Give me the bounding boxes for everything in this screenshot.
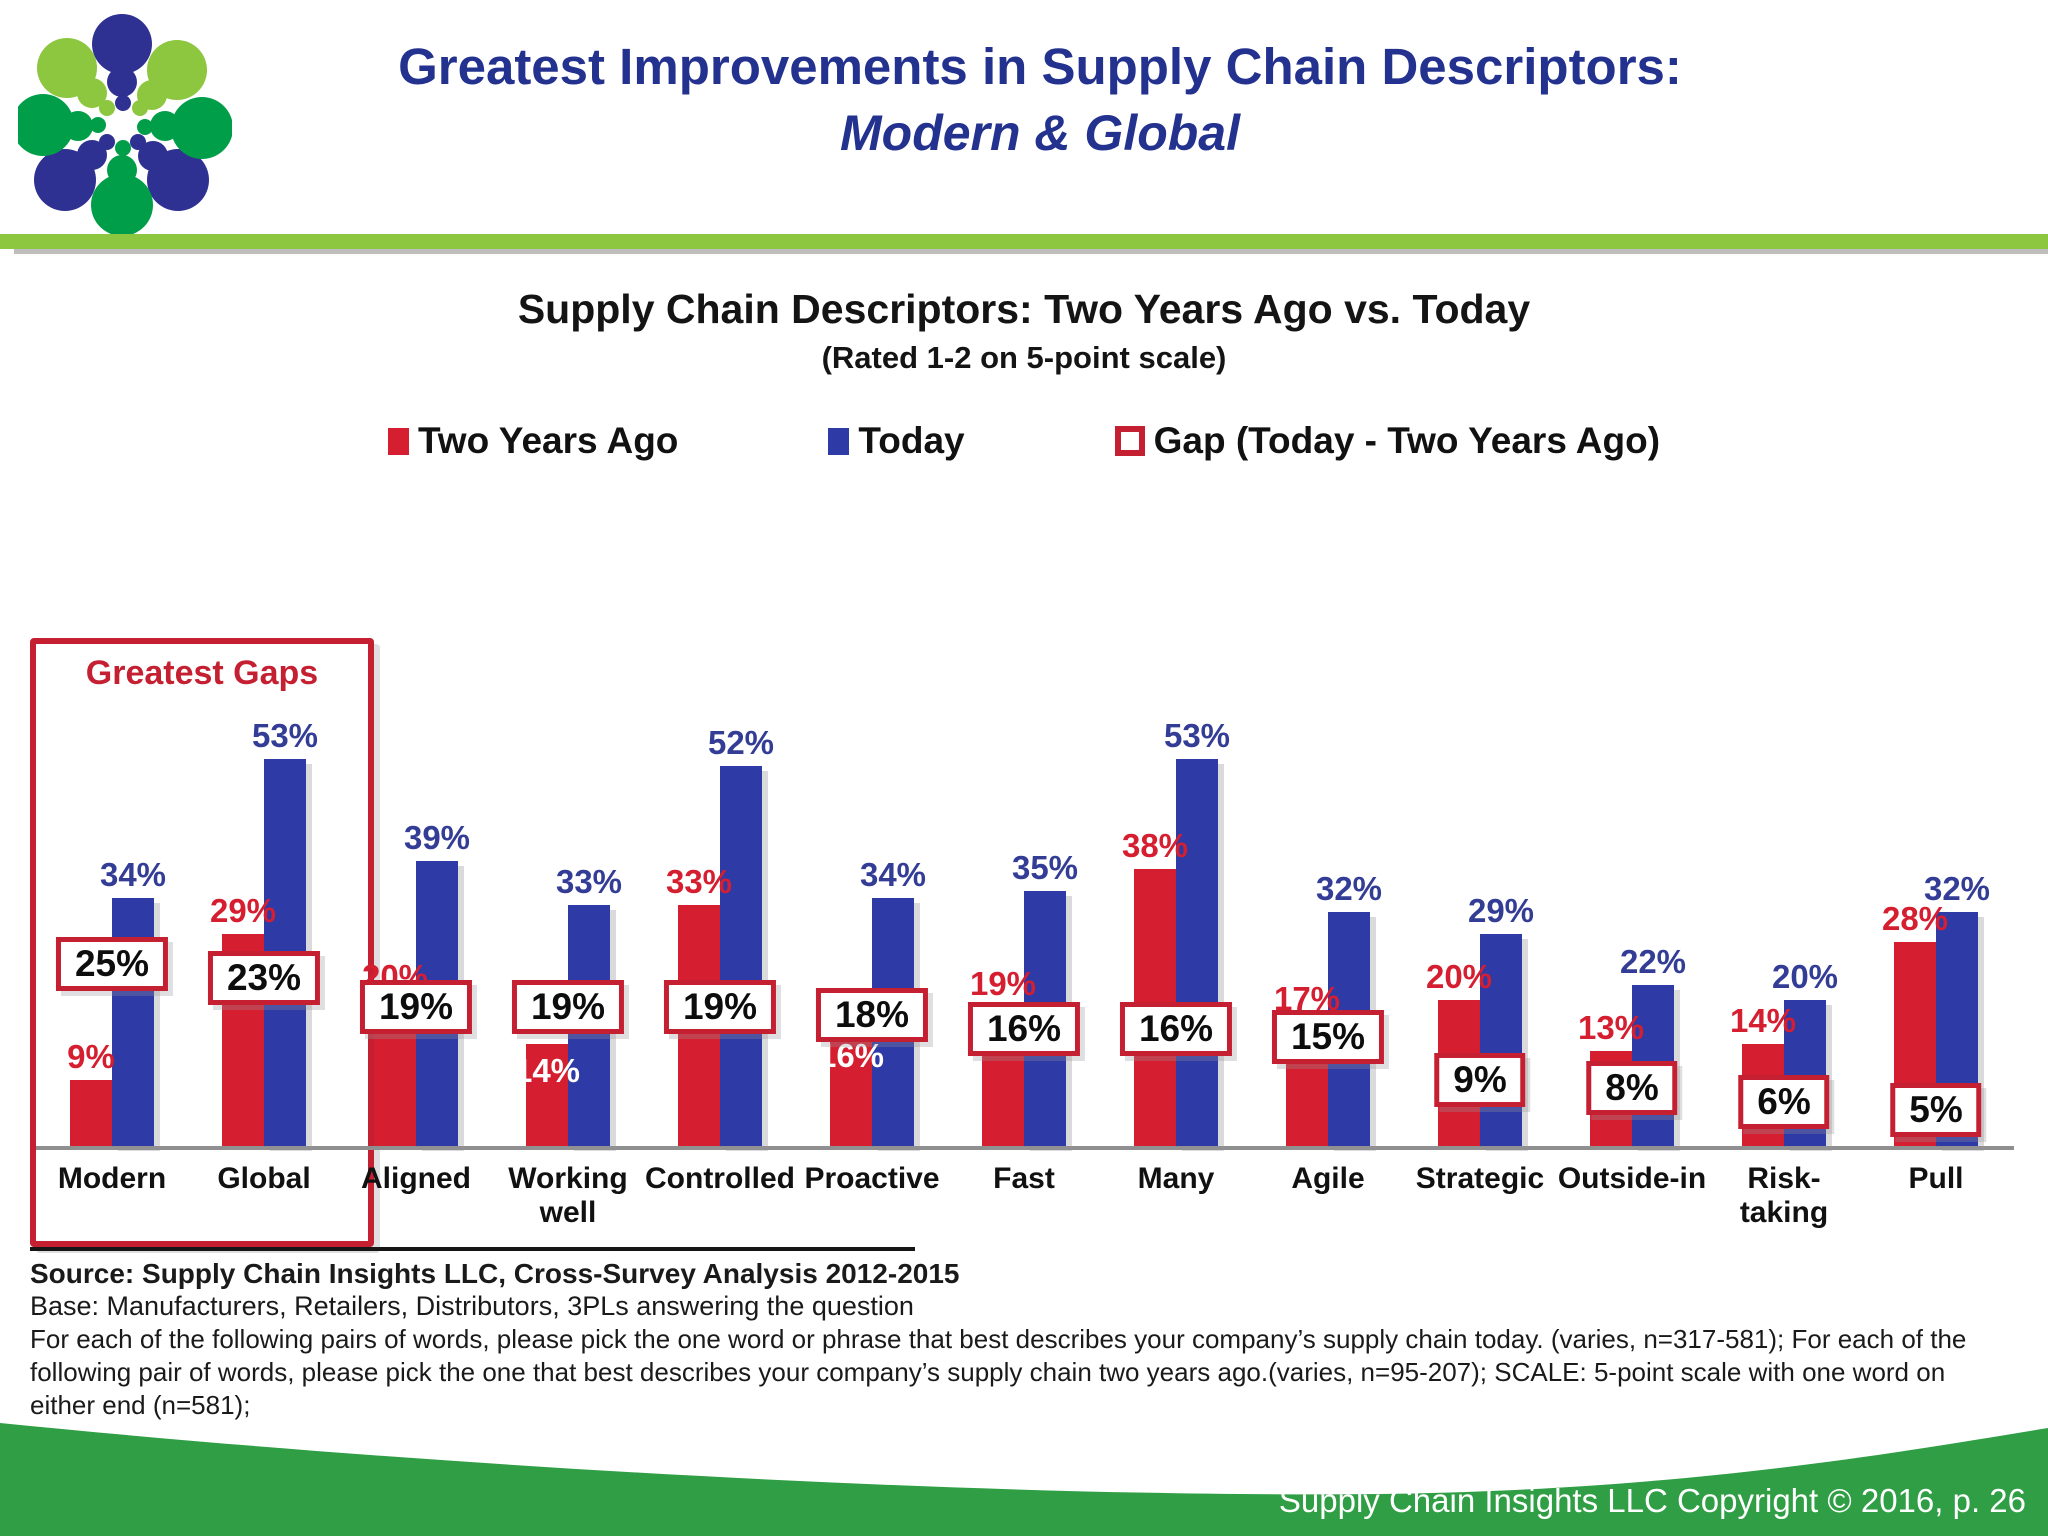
value-label-today-2: 39% xyxy=(403,819,471,857)
value-label-today-5: 34% xyxy=(859,855,927,893)
category-label-11: Risk- taking xyxy=(1739,1162,1829,1229)
value-label-two-years-ago-5: 16% xyxy=(817,1037,885,1075)
chart-legend: Two Years Ago Today Gap (Today - Two Yea… xyxy=(0,420,2048,462)
legend-label: Today xyxy=(858,420,965,461)
category-label-5: Proactive xyxy=(804,1162,940,1195)
legend-swatch-gap-icon xyxy=(1114,426,1145,456)
category-label-3: Working well xyxy=(508,1162,628,1229)
value-label-today-10: 22% xyxy=(1619,943,1687,981)
chart-title: Supply Chain Descriptors: Two Years Ago … xyxy=(517,286,1531,332)
gap-value-box-7: 16% xyxy=(1119,1002,1233,1057)
category-label-0: Modern xyxy=(57,1162,167,1195)
header-divider xyxy=(0,234,2048,249)
base-line: Base: Manufacturers, Retailers, Distribu… xyxy=(30,1291,914,1321)
legend-entry-gap: Gap (Today - Two Years Ago) xyxy=(1114,420,1661,462)
value-label-today-3: 33% xyxy=(555,863,623,901)
value-label-two-years-ago-1: 29% xyxy=(209,892,277,930)
source-line: Source: Supply Chain Insights LLC, Cross… xyxy=(30,1258,960,1289)
value-label-two-years-ago-7: 38% xyxy=(1121,826,1189,864)
bar-two-years-ago-3 xyxy=(526,1043,568,1146)
gap-value-box-12: 5% xyxy=(1890,1082,1982,1137)
category-label-8: Agile xyxy=(1291,1162,1365,1195)
gap-value-box-2: 19% xyxy=(359,980,473,1035)
value-label-today-12: 32% xyxy=(1923,870,1991,908)
bar-today-4 xyxy=(720,766,762,1146)
footer-wave-graphic xyxy=(0,1423,2048,1536)
value-label-two-years-ago-0: 9% xyxy=(67,1038,115,1076)
x-axis-baseline xyxy=(36,1146,2014,1150)
legend-entry-today: Today xyxy=(828,420,965,462)
value-label-two-years-ago-10: 13% xyxy=(1577,1009,1645,1047)
value-label-two-years-ago-6: 19% xyxy=(969,965,1037,1003)
gap-value-box-4: 19% xyxy=(663,980,777,1035)
category-label-1: Global xyxy=(217,1162,311,1195)
bar-two-years-ago-0 xyxy=(70,1080,112,1146)
gap-value-box-6: 16% xyxy=(967,1002,1081,1057)
footer-copyright: Supply Chain Insights LLC Copyright © 20… xyxy=(1278,1482,2026,1519)
value-label-two-years-ago-4: 33% xyxy=(665,863,733,901)
gap-value-box-3: 19% xyxy=(511,980,625,1035)
category-label-10: Outside-in xyxy=(1557,1162,1707,1195)
value-label-today-7: 53% xyxy=(1163,717,1231,755)
category-label-7: Many xyxy=(1137,1162,1215,1195)
value-label-two-years-ago-12: 28% xyxy=(1881,899,1949,937)
legend-swatch-red-icon xyxy=(387,427,409,455)
greatest-gaps-annotation-box: Greatest Gaps xyxy=(30,638,374,1247)
bar-today-7 xyxy=(1176,759,1218,1146)
legend-label: Gap (Today - Two Years Ago) xyxy=(1153,420,1661,461)
legend-label: Two Years Ago xyxy=(417,420,679,461)
value-label-today-0: 34% xyxy=(99,855,167,893)
slide-title: Greatest Improvements in Supply Chain De… xyxy=(240,34,1840,166)
gap-value-box-1: 23% xyxy=(207,951,321,1006)
category-label-4: Controlled xyxy=(645,1162,795,1195)
bar-today-9 xyxy=(1480,934,1522,1146)
value-label-two-years-ago-11: 14% xyxy=(1729,1001,1797,1039)
category-label-9: Strategic xyxy=(1415,1162,1545,1195)
bar-today-0 xyxy=(112,897,154,1146)
gap-value-box-8: 15% xyxy=(1271,1009,1385,1064)
slide-title-line1: Greatest Improvements in Supply Chain De… xyxy=(398,38,1682,95)
methodology-line: For each of the following pairs of words… xyxy=(30,1324,1967,1354)
value-label-two-years-ago-9: 20% xyxy=(1425,958,1493,995)
value-label-today-4: 52% xyxy=(707,724,775,762)
category-label-12: Pull xyxy=(1908,1162,1964,1195)
methodology-line: following pair of words, please pick the… xyxy=(30,1357,1946,1387)
supply-chain-insights-logo-icon xyxy=(18,14,232,236)
gap-value-box-9: 9% xyxy=(1434,1053,1526,1108)
legend-swatch-blue-icon xyxy=(828,427,850,455)
bar-two-years-ago-5 xyxy=(830,1029,872,1146)
value-label-today-1: 53% xyxy=(251,717,319,755)
slide-title-line2: Modern & Global xyxy=(840,105,1240,161)
value-label-today-9: 29% xyxy=(1467,892,1535,930)
category-label-2: Aligned xyxy=(361,1162,471,1195)
category-label-6: Fast xyxy=(993,1162,1055,1195)
gap-value-box-11: 6% xyxy=(1738,1075,1830,1130)
methodology-line: either end (n=581); xyxy=(30,1390,251,1420)
greatest-gaps-label: Greatest Gaps xyxy=(85,654,319,692)
source-notes: Source: Supply Chain Insights LLC, Cross… xyxy=(30,1257,2025,1422)
source-divider xyxy=(30,1247,915,1251)
value-label-today-11: 20% xyxy=(1771,958,1839,995)
value-label-today-8: 32% xyxy=(1315,870,1383,908)
gap-value-box-0: 25% xyxy=(55,936,169,991)
header-divider-shadow xyxy=(14,249,2048,254)
value-label-two-years-ago-3: 14% xyxy=(513,1051,581,1089)
value-label-today-6: 35% xyxy=(1011,848,1079,886)
chart-subtitle: (Rated 1-2 on 5-point scale) xyxy=(821,340,1227,375)
legend-entry-two-years-ago: Two Years Ago xyxy=(387,420,679,462)
gap-value-box-10: 8% xyxy=(1586,1060,1678,1115)
gap-value-box-5: 18% xyxy=(815,987,929,1042)
